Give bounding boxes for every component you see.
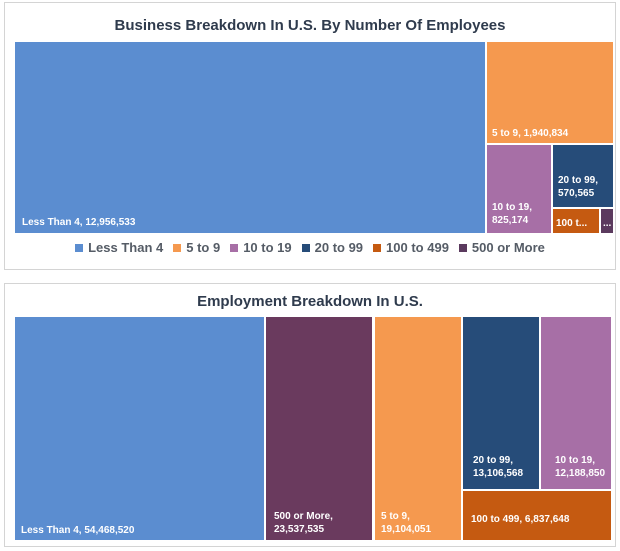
tile-label-500-or-more: ...: [603, 218, 612, 229]
tile-5-to-9: 5 to 9, 19,104,051: [375, 317, 461, 540]
tile-label-500-or-more: 500 or More, 23,537,535: [274, 511, 333, 535]
legend-item-100-to-499: 100 to 499: [373, 240, 449, 255]
tile-label-less-than-4: Less Than 4, 12,956,533: [22, 217, 136, 228]
legend-swatch: [230, 244, 239, 252]
tile-100-to-499: 100 to 499, 6,837,648: [463, 491, 611, 540]
tile-rect-500-or-more: [601, 209, 613, 233]
tile-label-100-to-499: 100 t...: [556, 218, 587, 229]
legend-item-20-to-99: 20 to 99: [301, 240, 364, 255]
legend-swatch: [173, 244, 182, 252]
legend-label: Less Than 4: [88, 240, 164, 255]
tile-rect-100-to-499: [553, 209, 599, 233]
tile-label-100-to-499: 100 to 499, 6,837,648: [471, 514, 570, 525]
business-breakdown-chart: Business Breakdown In U.S. By Number Of …: [4, 2, 616, 270]
tile-less-than-4: Less Than 4, 54,468,520: [15, 317, 264, 540]
legend-label: 500 or More: [471, 240, 545, 255]
legend-swatch: [373, 244, 382, 252]
tile-20-to-99: 20 to 99, 570,565: [553, 145, 613, 207]
legend-label: 5 to 9: [186, 240, 221, 255]
tile-rect-10-to-19: [487, 145, 551, 233]
tile-rect-20-to-99: [553, 145, 613, 207]
chart-title: Business Breakdown In U.S. By Number Of …: [114, 17, 506, 34]
legend-label: 20 to 99: [314, 240, 364, 255]
legend-swatch: [75, 244, 84, 252]
legend-swatch: [458, 244, 467, 252]
legend-label: 10 to 19: [243, 240, 292, 255]
tile-label-20-to-99: 20 to 99, 570,565: [558, 175, 598, 199]
tile-100-to-499: 100 t...: [553, 209, 599, 233]
tile-5-to-9: 5 to 9, 1,940,834: [487, 42, 613, 143]
chart-title: Employment Breakdown In U.S.: [197, 293, 423, 310]
legend-item-5-to-9: 5 to 9: [173, 240, 220, 255]
tile-rect-5-to-9: [487, 42, 613, 143]
tile-less-than-4: Less Than 4, 12,956,533: [15, 42, 485, 233]
tile-rect-10-to-19: [541, 317, 611, 489]
tile-500-or-more: 500 or More, 23,537,535: [266, 317, 372, 540]
tile-label-less-than-4: Less Than 4, 54,468,520: [21, 525, 135, 536]
tile-rect-less-than-4: [15, 42, 485, 233]
tile-rect-less-than-4: [15, 317, 264, 540]
chart-legend: Less Than 4 5 to 9 10 to 19 20 to 99 100 to …: [5, 240, 615, 255]
legend-label: 100 to 499: [386, 240, 449, 255]
tile-label-10-to-19: 10 to 19, 825,174: [492, 202, 532, 226]
tile-label-20-to-99: 20 to 99, 13,106,568: [473, 455, 523, 479]
tile-label-5-to-9: 5 to 9, 1,940,834: [492, 128, 569, 139]
tile-rect-500-or-more: [266, 317, 372, 540]
business-treemap: Less Than 4, 12,956,533 5 to 9, 1,940,834…: [15, 42, 613, 233]
tile-label-5-to-9: 5 to 9, 19,104,051: [381, 511, 431, 535]
tile-500-or-more: ...: [601, 209, 613, 233]
tile-10-to-19: 10 to 19, 12,188,850: [541, 317, 611, 489]
tile-label-10-to-19: 10 to 19, 12,188,850: [555, 455, 605, 479]
tile-rect-100-to-499: [463, 491, 611, 540]
employment-treemap: Less Than 4, 54,468,520 500 or More, 23,53…: [15, 317, 611, 540]
tile-20-to-99: 20 to 99, 13,106,568: [463, 317, 539, 489]
legend-swatch: [301, 244, 310, 252]
employment-breakdown-chart: Employment Breakdown In U.S. Less Than 4…: [4, 283, 616, 547]
legend-item-less-than-4: Less Than 4: [75, 240, 163, 255]
tile-rect-5-to-9: [375, 317, 461, 540]
legend-item-500-or-more: 500 or More: [458, 240, 545, 255]
legend-item-10-to-19: 10 to 19: [230, 240, 292, 255]
tile-10-to-19: 10 to 19, 825,174: [487, 145, 551, 233]
tile-rect-20-to-99: [463, 317, 539, 489]
